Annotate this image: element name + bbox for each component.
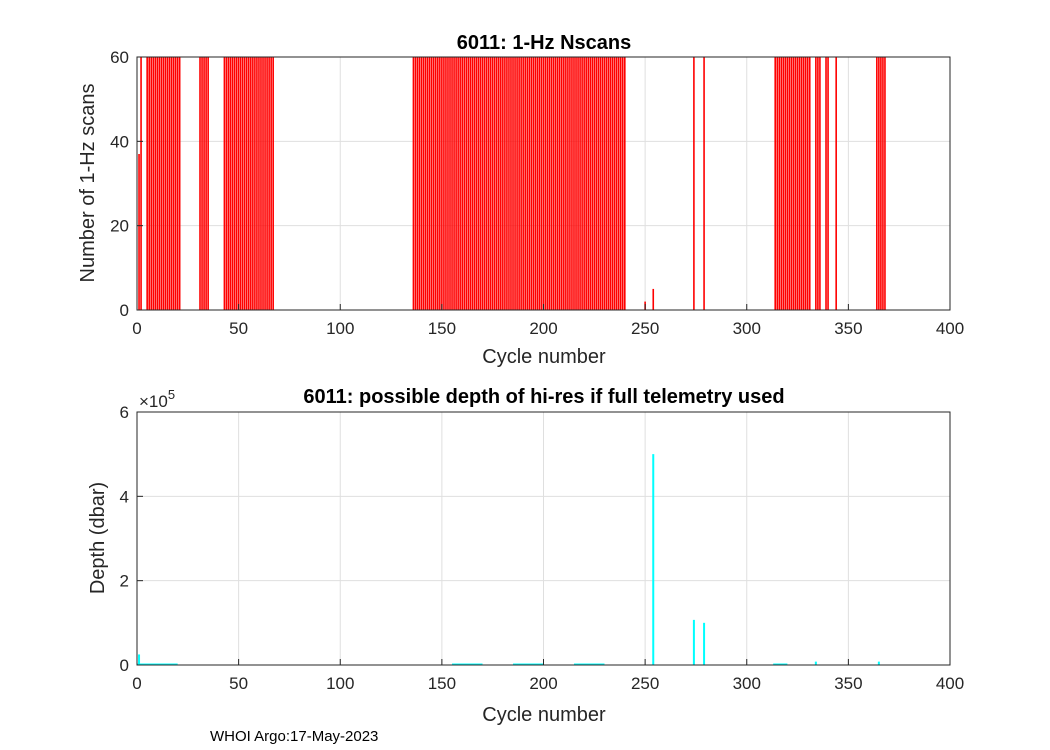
nscans-ytick-label: 60 [110,48,129,67]
footer-stamp: WHOI Argo:17-May-2023 [210,728,378,745]
depth-ylabel: Depth (dbar) [87,482,109,594]
depth-exponent-power: 5 [168,387,175,402]
depth-exponent-base: ×10 [139,392,168,411]
nscans-ytick-label: 40 [110,132,129,151]
nscans-xtick-label: 50 [229,319,248,338]
nscans-title: 6011: 1-Hz Nscans [457,32,632,54]
depth-ytick-label: 2 [120,572,129,591]
nscans-xtick-label: 150 [428,319,456,338]
depth-xtick-label: 100 [326,674,354,693]
nscans-bars [138,57,886,310]
nscans-ylabel: Number of 1-Hz scans [77,84,99,283]
depth-xtick-label: 250 [631,674,659,693]
depth-xtick-label: 350 [834,674,862,693]
nscans-xtick-label: 200 [529,319,557,338]
nscans-ticks: 0 50 100 150 200 250 300 350 400 0 20 40 60 [110,48,964,338]
nscans-ytick-label: 0 [120,301,129,320]
depth-xtick-label: 300 [733,674,761,693]
depth-exponent: ×105 [139,387,175,411]
depth-xtick-label: 400 [936,674,964,693]
nscans-xtick-label: 250 [631,319,659,338]
nscans-plot: 6011: 1-Hz Nscans 0 50 100 150 200 250 300 350 4… [77,32,964,368]
nscans-xtick-label: 400 [936,319,964,338]
nscans-xtick-label: 100 [326,319,354,338]
depth-xtick-label: 200 [529,674,557,693]
nscans-ytick-label: 20 [110,217,129,236]
nscans-xtick-label: 350 [834,319,862,338]
nscans-xtick-label: 300 [733,319,761,338]
depth-ytick-label: 0 [120,656,129,675]
depth-xtick-label: 150 [428,674,456,693]
nscans-xtick-label: 0 [132,319,141,338]
depth-grid [136,411,951,666]
nscans-xlabel: Cycle number [482,346,606,368]
depth-ytick-label: 4 [120,487,129,506]
depth-xtick-label: 0 [132,674,141,693]
depth-ticks: 0 50 100 150 200 250 300 350 400 0 2 4 6 [120,403,965,693]
depth-xlabel: Cycle number [482,704,606,726]
depth-title: 6011: possible depth of hi-res if full t… [303,386,784,408]
depth-xtick-label: 50 [229,674,248,693]
depth-plot: 6011: possible depth of hi-res if full t… [87,386,964,726]
depth-bars [137,454,880,665]
depth-ytick-label: 6 [120,403,129,422]
